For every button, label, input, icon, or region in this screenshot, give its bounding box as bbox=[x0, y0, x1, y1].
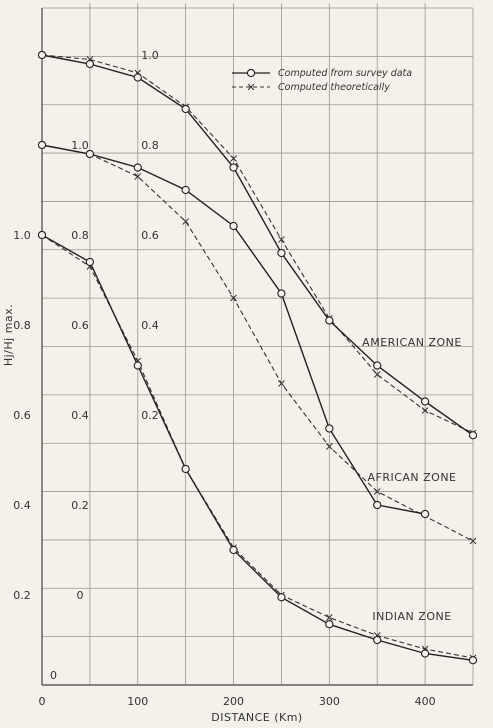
theory-x-marker bbox=[325, 443, 333, 450]
survey-circle-marker bbox=[325, 424, 334, 433]
x-tick-label: 0 bbox=[39, 695, 46, 708]
theory-x-marker bbox=[230, 155, 237, 162]
y-tick-label: 1.0 bbox=[13, 229, 31, 242]
zone-label: INDIAN ZONE bbox=[372, 610, 451, 623]
survey-circle-marker bbox=[277, 593, 286, 602]
survey-circle-marker bbox=[229, 545, 238, 555]
survey-series-line bbox=[41, 54, 474, 436]
x-axis-title: DISTANCE (Km) bbox=[211, 711, 302, 724]
theory-series-line bbox=[41, 234, 474, 659]
survey-circle-marker bbox=[181, 104, 190, 114]
theory-x-marker bbox=[182, 218, 190, 225]
theory-x-marker bbox=[421, 407, 429, 414]
survey-circle-marker bbox=[420, 509, 430, 519]
x-tick-label: 100 bbox=[127, 695, 148, 708]
zone-label: AFRICAN ZONE bbox=[367, 471, 456, 484]
survey-circle-marker bbox=[420, 649, 430, 658]
theory-x-marker bbox=[325, 614, 333, 621]
y-tick-label: 1.0 bbox=[71, 139, 89, 152]
survey-circle-marker bbox=[277, 248, 286, 258]
theory-x-marker bbox=[373, 371, 381, 378]
survey-circle-marker bbox=[277, 289, 286, 298]
survey-circle-marker bbox=[373, 635, 382, 645]
legend-circle-marker bbox=[246, 68, 256, 78]
legend-theory-label: Computed theoretically bbox=[278, 82, 390, 93]
survey-circle-marker bbox=[229, 221, 238, 231]
theory-x-marker bbox=[230, 294, 237, 302]
survey-circle-marker bbox=[229, 163, 238, 172]
survey-circle-marker bbox=[468, 656, 478, 665]
theory-x-marker bbox=[373, 488, 381, 495]
y-tick-label: 0.2 bbox=[71, 499, 89, 512]
y-tick-label: 0 bbox=[50, 669, 57, 682]
y-tick-label: 0.8 bbox=[71, 229, 89, 242]
survey-circle-marker bbox=[37, 140, 47, 150]
theory-x-marker bbox=[278, 380, 285, 387]
survey-circle-marker bbox=[373, 361, 382, 370]
y-tick-label: 0.4 bbox=[71, 409, 89, 422]
y-tick-label: 0.8 bbox=[13, 319, 31, 332]
x-tick-label: 200 bbox=[223, 695, 244, 708]
y-tick-label: 0.8 bbox=[141, 139, 159, 152]
survey-circle-marker bbox=[468, 431, 478, 440]
y-tick-label: 0.6 bbox=[13, 409, 31, 422]
survey-circle-marker bbox=[325, 620, 334, 629]
survey-series-line bbox=[41, 234, 474, 661]
survey-circle-marker bbox=[85, 59, 95, 69]
x-tick-label: 300 bbox=[319, 695, 340, 708]
legend-survey-label: Computed from survey data bbox=[278, 68, 412, 79]
survey-circle-marker bbox=[420, 397, 430, 406]
survey-circle-marker bbox=[181, 185, 190, 195]
theory-x-marker bbox=[134, 173, 142, 180]
y-axis-title: Hj/Hj max. bbox=[2, 304, 15, 366]
survey-circle-marker bbox=[181, 464, 190, 474]
y-tick-label: 0.6 bbox=[71, 319, 89, 332]
survey-circle-marker bbox=[37, 230, 47, 240]
survey-circle-marker bbox=[133, 163, 142, 172]
y-tick-label: 0.2 bbox=[141, 409, 159, 422]
survey-circle-marker bbox=[37, 50, 47, 60]
y-tick-label: 0 bbox=[77, 589, 84, 602]
theory-series-line bbox=[41, 54, 474, 434]
survey-circle-marker bbox=[373, 500, 382, 510]
x-tick-label: 400 bbox=[415, 695, 436, 708]
y-tick-label: 0.4 bbox=[141, 319, 159, 332]
y-tick-label: 0.4 bbox=[13, 499, 31, 512]
survey-circle-marker bbox=[133, 73, 142, 82]
theory-x-marker bbox=[469, 537, 477, 545]
survey-circle-marker bbox=[85, 257, 95, 267]
survey-circle-marker bbox=[325, 316, 334, 325]
y-tick-label: 1.0 bbox=[141, 49, 159, 62]
legend-x-marker bbox=[247, 83, 255, 91]
survey-circle-marker bbox=[133, 361, 142, 370]
y-tick-label: 0.2 bbox=[13, 589, 31, 602]
y-tick-label: 0.6 bbox=[141, 229, 159, 242]
theory-x-marker bbox=[278, 236, 285, 243]
zone-label: AMERICAN ZONE bbox=[362, 336, 462, 349]
survey-circle-marker bbox=[85, 149, 95, 159]
